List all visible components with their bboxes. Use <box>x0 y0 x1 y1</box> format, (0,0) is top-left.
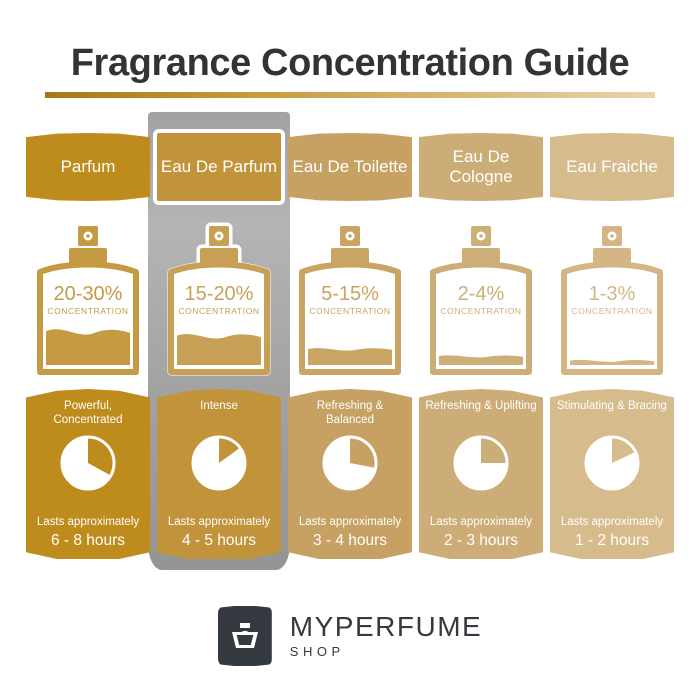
info-card-eau-de-parfum[interactable]: Intense Lasts approximately 4 - 5 hours <box>157 389 281 559</box>
badge-wrap-eau-de-toilette: Eau De Toilette <box>288 133 412 203</box>
perfume-bottle-eau-fraiche: 1-3% CONCENTRATION <box>550 212 674 378</box>
card-description: Powerful, Concentrated <box>53 400 123 426</box>
fragrance-badge-label: Eau De Cologne <box>449 147 513 186</box>
svg-text:20-30%: 20-30% <box>54 283 123 305</box>
svg-text:CONCENTRATION: CONCENTRATION <box>47 306 128 316</box>
fragrance-badge-label: Eau De Parfum <box>157 133 281 201</box>
lasts-label: Lasts approximately <box>36 516 140 528</box>
lasts-label: Lasts approximately <box>560 516 664 528</box>
svg-text:2-4%: 2-4% <box>458 283 505 305</box>
duration-value: 1 - 2 hours <box>574 532 650 549</box>
fragrance-badge-label: Eau De Toilette <box>292 157 408 176</box>
duration-value: 2 - 3 hours <box>443 532 519 549</box>
lasts-label: Lasts approximately <box>429 516 533 528</box>
longevity-pie-chart <box>60 435 116 491</box>
perfume-bottle-eau-de-parfum: 15-20% CONCENTRATION <box>157 212 281 378</box>
title-underline-rule <box>45 92 655 98</box>
card-description: Refreshing & Balanced <box>316 400 384 426</box>
fragrance-badge-label: Parfum <box>60 157 116 176</box>
lasts-label: Lasts approximately <box>298 516 402 528</box>
brand-logo: MYPERFUME SHOP <box>0 600 700 672</box>
perfume-bottle-parfum: 20-30% CONCENTRATION <box>26 212 150 378</box>
fragrance-badge-parfum[interactable]: Parfum <box>26 133 150 201</box>
perfume-bottle-eau-de-cologne: 2-4% CONCENTRATION <box>419 212 543 378</box>
badge-wrap-eau-de-parfum: Eau De Parfum <box>153 129 285 205</box>
duration-value: 3 - 4 hours <box>312 532 388 549</box>
duration-value: 6 - 8 hours <box>50 532 126 549</box>
duration-value: 4 - 5 hours <box>181 532 257 549</box>
perfume-bottle-eau-de-toilette: 5-15% CONCENTRATION <box>288 212 412 378</box>
perfume-bottle-icon <box>217 606 272 666</box>
brand-name: MYPERFUME <box>289 610 483 642</box>
card-description: Stimulating & Bracing <box>557 400 667 412</box>
brand-wordmark: MYPERFUME SHOP <box>289 610 483 661</box>
badge-wrap-parfum: Parfum <box>26 133 150 203</box>
card-description: Refreshing & Uplifting <box>425 400 537 412</box>
lasts-label: Lasts approximately <box>167 516 271 528</box>
svg-text:15-20%: 15-20% <box>185 283 254 305</box>
fragrance-badge-eau-de-cologne[interactable]: Eau De Cologne <box>419 133 543 201</box>
fragrance-badge-eau-fraiche[interactable]: Eau Fraiche <box>550 133 674 201</box>
badge-wrap-eau-de-cologne: Eau De Cologne <box>419 133 543 203</box>
longevity-pie-chart <box>191 435 247 491</box>
info-card-eau-de-cologne[interactable]: Refreshing & Uplifting Lasts approximate… <box>419 389 543 559</box>
page-title: Fragrance Concentration Guide <box>70 42 630 84</box>
svg-text:CONCENTRATION: CONCENTRATION <box>309 306 390 316</box>
info-card-eau-de-toilette[interactable]: Refreshing & Balanced Lasts approximatel… <box>288 389 412 559</box>
badge-wrap-eau-fraiche: Eau Fraiche <box>550 133 674 203</box>
info-card-parfum[interactable]: Powerful, Concentrated Lasts approximate… <box>26 389 150 559</box>
svg-text:CONCENTRATION: CONCENTRATION <box>178 306 259 316</box>
longevity-pie-chart <box>322 435 378 491</box>
svg-text:CONCENTRATION: CONCENTRATION <box>440 306 521 316</box>
fragrance-badge-eau-de-toilette[interactable]: Eau De Toilette <box>288 133 412 201</box>
longevity-pie-chart <box>453 435 509 491</box>
info-card-eau-fraiche[interactable]: Stimulating & Bracing Lasts approximatel… <box>550 389 674 559</box>
svg-text:CONCENTRATION: CONCENTRATION <box>571 306 652 316</box>
fragrance-badge-eau-de-parfum[interactable]: Eau De Parfum <box>153 129 285 205</box>
longevity-pie-chart <box>584 435 640 491</box>
svg-text:1-3%: 1-3% <box>589 283 636 305</box>
svg-text:5-15%: 5-15% <box>321 283 379 305</box>
fragrance-badge-label: Eau Fraiche <box>566 157 658 176</box>
brand-subtitle: SHOP <box>289 643 345 659</box>
card-description: Intense <box>200 400 238 412</box>
